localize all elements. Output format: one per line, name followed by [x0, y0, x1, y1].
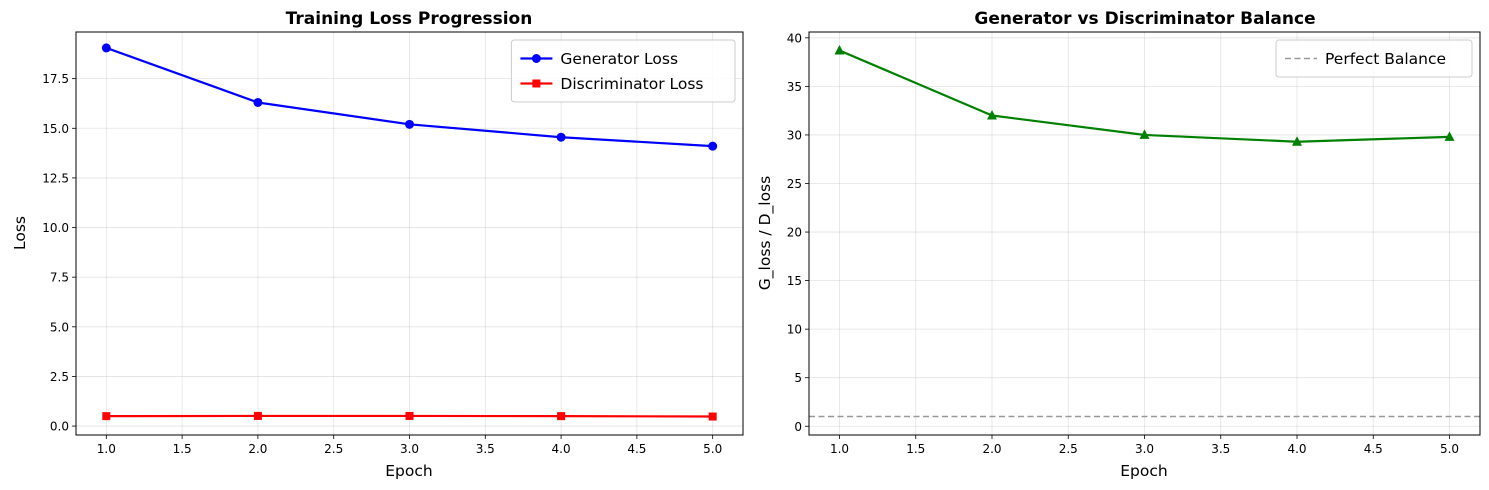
x-tick-label: 3.5 — [1211, 442, 1230, 456]
data-point — [405, 119, 414, 129]
data-point — [708, 412, 717, 421]
y-tick-label: 2.5 — [50, 370, 69, 384]
data-point — [102, 412, 111, 421]
legend-label: Discriminator Loss — [560, 75, 703, 93]
y-tick-label: 0.0 — [50, 420, 69, 434]
y-tick-label: 15.0 — [42, 122, 69, 136]
x-tick-label: 3.5 — [476, 442, 495, 456]
data-point — [101, 43, 111, 53]
legend-box — [1275, 39, 1473, 78]
legend-box — [510, 39, 736, 103]
y-axis-label: G_loss / D_loss — [756, 176, 775, 290]
x-tick-label: 2.5 — [1059, 442, 1078, 456]
legend-label: Perfect Balance — [1325, 50, 1446, 68]
legend-marker — [531, 54, 541, 63]
x-axis-label: Epoch — [1120, 462, 1167, 480]
x-tick-label: 2.5 — [324, 442, 343, 456]
y-tick-label: 5.0 — [50, 320, 69, 334]
data-point — [1292, 136, 1302, 146]
y-tick-label: 15 — [787, 274, 802, 288]
y-axis-label: Loss — [11, 216, 29, 250]
y-tick-label: 30 — [787, 128, 802, 142]
data-point — [405, 411, 414, 420]
y-tick-label: 0 — [794, 420, 802, 434]
y-tick-label: 7.5 — [50, 271, 69, 285]
y-tick-label: 40 — [787, 31, 802, 45]
data-point — [253, 97, 263, 107]
x-tick-label: 4.0 — [552, 442, 571, 456]
x-tick-label: 4.0 — [1287, 442, 1306, 456]
y-tick-label: 17.5 — [42, 72, 69, 86]
y-tick-label: 35 — [787, 80, 802, 94]
x-tick-label: 2.0 — [248, 442, 267, 456]
y-tick-label: 20 — [787, 226, 802, 240]
x-tick-label: 4.5 — [627, 442, 646, 456]
data-point — [557, 412, 566, 421]
data-point — [1139, 129, 1150, 139]
legend-marker — [532, 79, 541, 88]
legend: Perfect Balance — [1275, 39, 1473, 78]
y-tick-label: 10.0 — [42, 221, 69, 235]
chart-title: Training Loss Progression — [286, 9, 533, 29]
chart-title: Generator vs Discriminator Balance — [974, 9, 1315, 29]
data-point — [834, 44, 845, 55]
x-tick-label: 1.5 — [173, 442, 192, 456]
x-tick-label: 5.0 — [1440, 442, 1459, 456]
data-point — [1444, 131, 1455, 141]
legend: Generator Loss Discriminator Loss — [510, 39, 736, 103]
y-tick-label: 25 — [787, 177, 802, 191]
x-tick-label: 4.5 — [1364, 442, 1383, 456]
x-tick-label: 1.0 — [830, 442, 849, 456]
y-tick-label: 10 — [787, 323, 802, 337]
y-tick-label: 12.5 — [42, 171, 69, 185]
x-tick-label: 3.0 — [400, 442, 419, 456]
legend-label: Generator Loss — [560, 50, 678, 68]
x-tick-label: 5.0 — [703, 442, 722, 456]
data-point — [556, 132, 566, 142]
chart-balance: Generator vs Discriminator Balance 1.0 1.… — [756, 9, 1481, 480]
y-tick-label: 5 — [794, 371, 802, 385]
x-tick-label: 3.0 — [1135, 442, 1154, 456]
data-point — [253, 411, 262, 420]
x-axis-label: Epoch — [385, 462, 432, 480]
x-tick-label: 1.5 — [906, 442, 925, 456]
data-point — [987, 110, 997, 120]
chart-training-loss: Training Loss Progression 1.0 1.5 2.0 2.5 3.… — [11, 9, 744, 480]
x-tick-label: 1.0 — [97, 442, 116, 456]
x-tick-label: 2.0 — [982, 442, 1001, 456]
data-point — [708, 141, 718, 151]
